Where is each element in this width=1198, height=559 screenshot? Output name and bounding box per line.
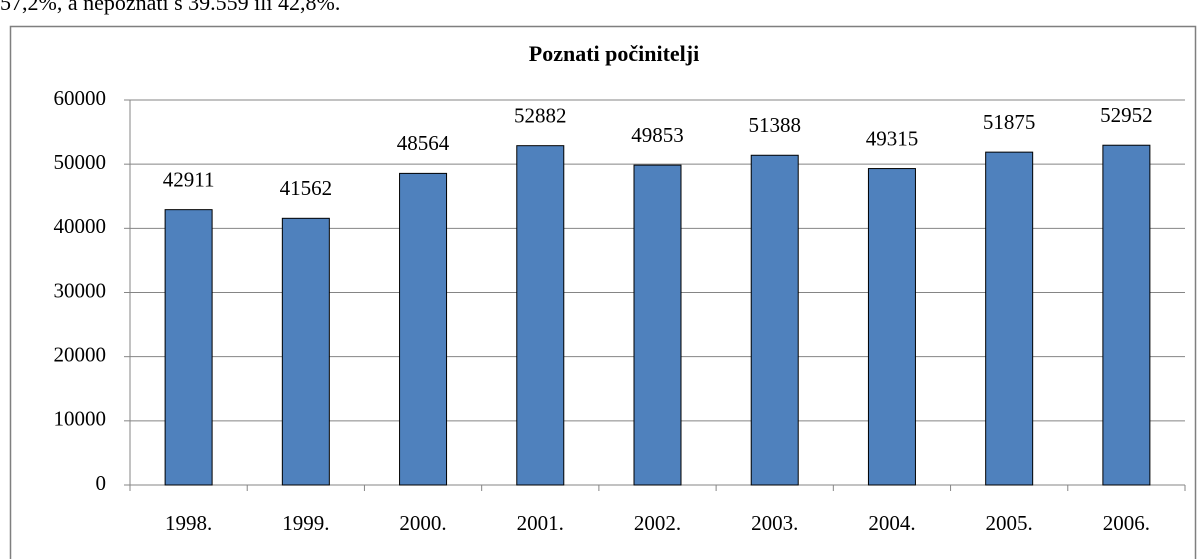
data-label: 51875 [983,110,1036,134]
bar [633,164,682,486]
bar [281,217,330,486]
data-label: 42911 [163,167,215,191]
data-label: 51388 [748,113,801,137]
x-tick-label: 2003. [751,511,798,535]
data-label: 52882 [514,103,567,127]
data-label: 48564 [397,131,450,155]
bar [867,168,916,486]
y-tick-label: 20000 [54,342,107,366]
x-tick-label: 2000. [399,511,446,535]
x-tick-label: 2006. [1103,511,1150,535]
x-tick-label: 2004. [868,511,915,535]
y-tick-label: 40000 [54,214,107,238]
x-tick-label: 1998. [165,511,212,535]
y-tick-label: 60000 [54,86,107,110]
x-tick-label: 2005. [986,511,1033,535]
y-tick-label: 10000 [54,407,107,431]
x-tick-label: 1999. [282,511,329,535]
bar [516,145,565,486]
bar [1102,144,1151,486]
bar [985,151,1034,486]
data-label: 49853 [631,123,684,147]
y-tick-label: 0 [96,471,107,495]
data-label: 52952 [1100,103,1153,127]
bar [750,154,799,486]
x-tick-label: 2001. [517,511,564,535]
x-tick-label: 2002. [634,511,681,535]
lead-text: 57,2%, a nepoznati s 39.559 ili 42,8%. [0,0,341,15]
data-label: 49315 [866,126,919,150]
data-label: 41562 [280,176,333,200]
y-tick-label: 50000 [54,150,107,174]
bar [164,209,213,486]
chart-title: Poznati počinitelji [529,41,699,66]
y-tick-label: 30000 [54,278,107,302]
bar [399,172,448,486]
